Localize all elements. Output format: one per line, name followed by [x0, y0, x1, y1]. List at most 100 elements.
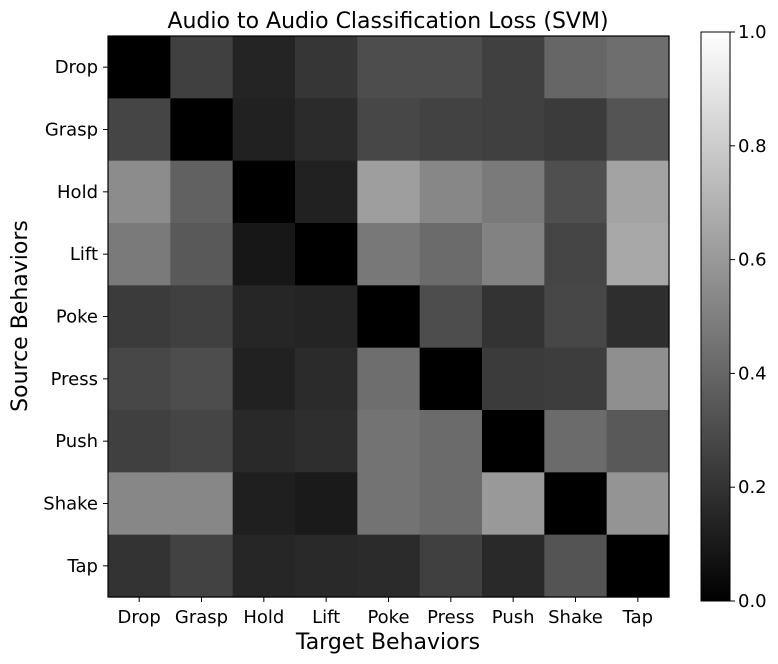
heatmap-cell: [170, 98, 234, 162]
heatmap-cell: [544, 534, 608, 598]
heatmap-cell: [295, 347, 358, 411]
x-tick-label: Hold: [243, 607, 284, 628]
x-tick-label: Tap: [622, 607, 653, 628]
x-tick-label: Lift: [312, 607, 340, 628]
heatmap-cell: [108, 160, 171, 224]
x-axis-label: Target Behaviors: [295, 630, 480, 655]
heatmap-cell: [544, 472, 608, 536]
heatmap-cell: [170, 410, 234, 473]
heatmap-cell: [544, 347, 608, 411]
heatmap-cell: [232, 347, 296, 411]
heatmap-cell: [357, 223, 421, 286]
heatmap-cell: [232, 410, 296, 473]
y-tick-label: Press: [51, 369, 98, 390]
colorbar-gradient: [700, 31, 731, 602]
heatmap-cell: [606, 534, 670, 598]
heatmap-cell: [108, 534, 171, 598]
y-tick-label: Drop: [55, 57, 98, 78]
heatmap-cell: [170, 534, 234, 598]
heatmap-cell: [606, 223, 670, 286]
heatmap-cell: [232, 160, 296, 224]
x-tick-label: Shake: [548, 607, 603, 628]
colorbar-tick-label: 1.0: [738, 22, 767, 43]
heatmap-cell: [357, 472, 421, 536]
heatmap-cell: [419, 472, 483, 536]
heatmap-cell: [357, 160, 421, 224]
y-axis-label: Source Behaviors: [8, 220, 33, 412]
heatmap-cell: [606, 285, 670, 349]
y-axis-ticks: Drop Grasp Hold Lift Poke Press Push Shake Tap: [43, 57, 108, 577]
heatmap-cell: [419, 36, 483, 99]
y-tick-label: Tap: [67, 556, 98, 577]
heatmap-cell: [170, 160, 234, 224]
heatmap-cell: [482, 223, 545, 286]
heatmap-cell: [295, 36, 358, 99]
heatmap-cell: [544, 285, 608, 349]
heatmap-cell: [357, 534, 421, 598]
heatmap-cell: [232, 285, 296, 349]
heatmap-cell: [108, 410, 171, 473]
heatmap-cell: [544, 160, 608, 224]
heatmap-cell: [170, 347, 234, 411]
x-tick-label: Poke: [367, 607, 409, 628]
heatmap-cell: [232, 98, 296, 162]
heatmap-cell: [108, 36, 171, 99]
heatmap-cell: [295, 534, 358, 598]
heatmap-cell: [419, 410, 483, 473]
heatmap-cell: [482, 98, 545, 162]
colorbar: 0.0 0.2 0.4 0.6 0.8 1.0: [700, 22, 767, 612]
heatmap-cell: [357, 347, 421, 411]
x-tick-label: Grasp: [175, 607, 228, 628]
heatmap-cells: [108, 36, 670, 598]
heatmap-cell: [295, 285, 358, 349]
heatmap-cell: [108, 347, 171, 411]
heatmap-cell: [606, 160, 670, 224]
heatmap-cell: [295, 223, 358, 286]
heatmap-cell: [419, 160, 483, 224]
heatmap-cell: [295, 472, 358, 536]
heatmap-cell: [295, 160, 358, 224]
heatmap-cell: [108, 285, 171, 349]
y-tick-label: Shake: [43, 494, 98, 515]
heatmap-cell: [482, 534, 545, 598]
heatmap-cell: [419, 534, 483, 598]
heatmap-cell: [606, 410, 670, 473]
heatmap-cell: [606, 98, 670, 162]
heatmap-cell: [170, 223, 234, 286]
y-tick-label: Poke: [56, 307, 98, 328]
heatmap-cell: [482, 472, 545, 536]
heatmap-cell: [295, 98, 358, 162]
colorbar-tick-label: 0.0: [738, 591, 767, 612]
heatmap-cell: [232, 472, 296, 536]
heatmap-cell: [170, 36, 234, 99]
y-tick-label: Hold: [57, 182, 98, 203]
heatmap-cell: [357, 98, 421, 162]
heatmap-cell: [544, 36, 608, 99]
heatmap-cell: [606, 36, 670, 99]
heatmap-cell: [108, 472, 171, 536]
heatmap-cell: [482, 160, 545, 224]
heatmap-cell: [357, 410, 421, 473]
heatmap-cell: [544, 410, 608, 473]
colorbar-tick-label: 0.6: [738, 250, 767, 271]
heatmap-cell: [232, 36, 296, 99]
heatmap-cell: [419, 347, 483, 411]
heatmap-cell: [544, 223, 608, 286]
heatmap-cell: [108, 223, 171, 286]
colorbar-tick-label: 0.8: [738, 136, 767, 157]
heatmap-cell: [357, 36, 421, 99]
colorbar-tick-label: 0.2: [738, 477, 767, 498]
x-tick-label: Push: [492, 607, 535, 628]
heatmap-cell: [419, 285, 483, 349]
heatmap-cell: [482, 347, 545, 411]
y-tick-label: Push: [55, 431, 98, 452]
heatmap-cell: [606, 347, 670, 411]
heatmap-cell: [419, 98, 483, 162]
heatmap-cell: [170, 285, 234, 349]
y-tick-label: Lift: [70, 244, 98, 265]
heatmap-cell: [295, 410, 358, 473]
heatmap-cell: [232, 534, 296, 598]
colorbar-tick-label: 0.4: [738, 363, 767, 384]
y-tick-label: Grasp: [45, 120, 98, 141]
heatmap-cell: [170, 472, 234, 536]
